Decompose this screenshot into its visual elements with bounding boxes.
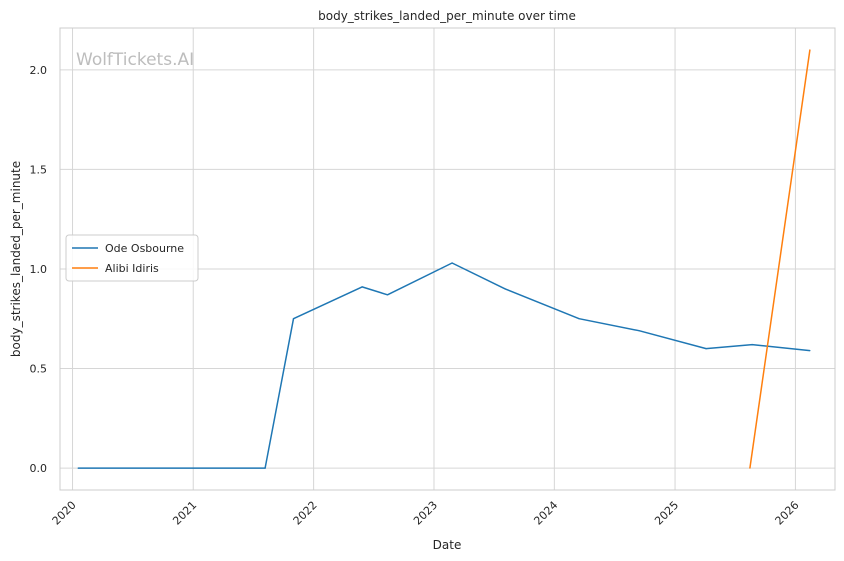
data-point-ode-osbourne xyxy=(361,286,363,288)
y-tick-label: 0.5 xyxy=(30,363,48,376)
data-point-ode-osbourne xyxy=(751,344,753,346)
y-tick-label: 1.5 xyxy=(30,163,48,176)
series-line-alibi-idiris xyxy=(749,49,811,469)
data-point-ode-osbourne xyxy=(386,294,389,296)
legend-label-ode-osbourne: Ode Osbourne xyxy=(105,242,184,255)
data-point-ode-osbourne xyxy=(705,348,707,350)
data-point-ode-osbourne xyxy=(578,318,580,320)
data-point-alibi-idiris xyxy=(749,467,751,469)
y-axis-label: body_strikes_landed_per_minute xyxy=(9,161,23,357)
data-point-ode-osbourne xyxy=(638,330,640,332)
data-point-ode-osbourne xyxy=(504,288,506,290)
y-tick-label: 1.0 xyxy=(30,263,48,276)
x-axis-label: Date xyxy=(433,538,462,552)
y-tick-label: 2.0 xyxy=(30,64,48,77)
data-point-ode-osbourne xyxy=(451,262,453,264)
data-point-alibi-idiris xyxy=(809,49,811,51)
y-tick-labels: 0.0 0.5 1.0 1.5 2.0 xyxy=(30,64,48,475)
series-layer xyxy=(77,49,811,469)
data-point-ode-osbourne xyxy=(264,467,266,469)
watermark: WolfTickets.AI xyxy=(76,50,194,70)
data-point-ode-osbourne xyxy=(77,467,79,469)
data-point-ode-osbourne xyxy=(809,350,811,352)
legend: Ode Osbourne Alibi Idiris xyxy=(65,234,199,282)
series-line-ode-osbourne xyxy=(78,262,810,469)
plot-frame xyxy=(59,27,836,491)
data-point-ode-osbourne xyxy=(292,318,295,320)
chart-title: body_strikes_landed_per_minute over time xyxy=(318,9,576,23)
y-tick-label: 0.0 xyxy=(30,462,48,475)
legend-box xyxy=(65,234,199,282)
legend-label-alibi-idiris: Alibi Idiris xyxy=(105,262,159,275)
